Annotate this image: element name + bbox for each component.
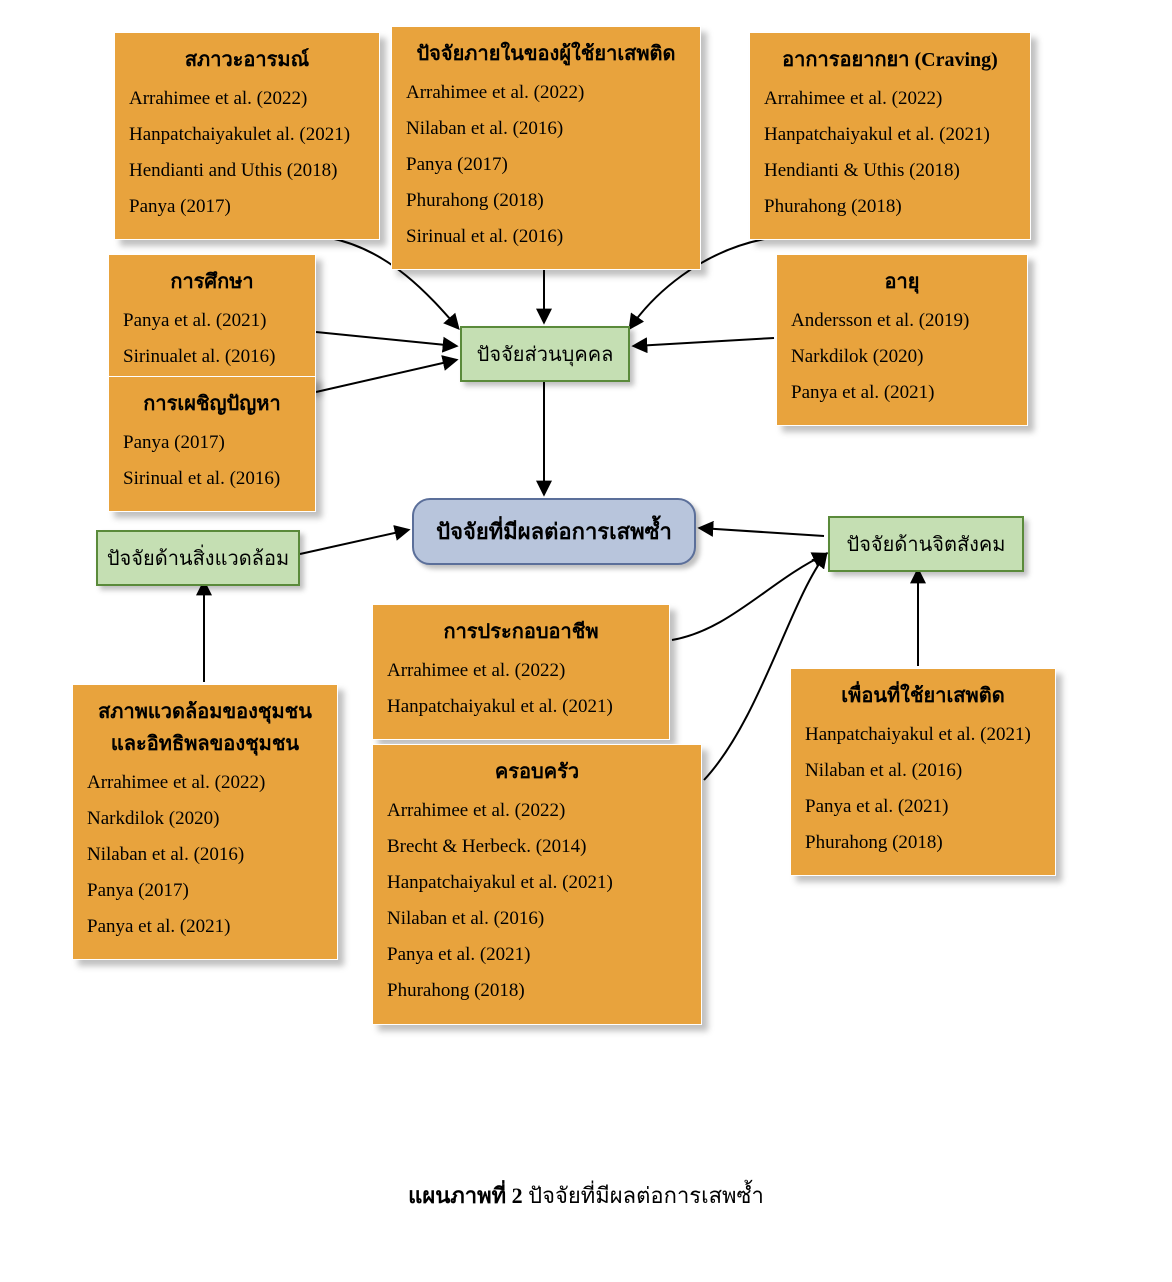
center-label: ปัจจัยที่มีผลต่อการเสพซ้ำ (436, 519, 672, 544)
node-occupation: การประกอบอาชีพ Arrahimee et al. (2022)Han… (372, 604, 670, 740)
hub-personal: ปัจจัยส่วนบุคคล (460, 326, 630, 382)
node-ref: Hanpatchaiyakulet al. (2021) (129, 117, 365, 153)
node-ref: Sirinual et al. (2016) (123, 461, 301, 497)
node-ref: Panya (2017) (406, 147, 686, 183)
node-education: การศึกษา Panya et al. (2021)Sirinualet al… (108, 254, 316, 390)
node-ref: Panya (2017) (129, 189, 365, 225)
node-ref: Panya et al. (2021) (791, 375, 1013, 411)
hub-psychosocial: ปัจจัยด้านจิตสังคม (828, 516, 1024, 572)
node-ref: Hendianti & Uthis (2018) (764, 153, 1016, 189)
node-ref: Arrahimee et al. (2022) (129, 81, 365, 117)
node-title: การเผชิญปัญหา (123, 387, 301, 419)
node-ref: Arrahimee et al. (2022) (387, 793, 687, 829)
node-title: การศึกษา (123, 265, 301, 297)
caption-rest: ปัจจัยที่มีผลต่อการเสพซ้ำ (523, 1183, 764, 1208)
caption-bold: แผนภาพที่ 2 (408, 1183, 522, 1208)
hub-psy-label: ปัจจัยด้านจิตสังคม (847, 534, 1006, 556)
node-ref: Nilaban et al. (2016) (387, 901, 687, 937)
node-ref: Arrahimee et al. (2022) (87, 765, 323, 801)
node-title: สภาพแวดล้อมของชุมชน และอิทธิพลของชุมชน (87, 695, 323, 759)
node-ref: Nilaban et al. (2016) (406, 111, 686, 147)
node-title: ปัจจัยภายในของผู้ใช้ยาเสพติด (406, 37, 686, 69)
node-ref: Nilaban et al. (2016) (805, 753, 1041, 789)
node-ref: Arrahimee et al. (2022) (406, 75, 686, 111)
node-title: เพื่อนที่ใช้ยาเสพติด (805, 679, 1041, 711)
node-ref: Brecht & Herbeck. (2014) (387, 829, 687, 865)
node-community: สภาพแวดล้อมของชุมชน และอิทธิพลของชุมชน Ar… (72, 684, 338, 960)
node-ref: Narkdilok (2020) (791, 339, 1013, 375)
hub-env-label: ปัจจัยด้านสิ่งแวดล้อม (107, 548, 289, 570)
node-ref: Sirinualet al. (2016) (123, 339, 301, 375)
node-ref: Panya (2017) (123, 425, 301, 461)
node-ref: Arrahimee et al. (2022) (764, 81, 1016, 117)
center-node: ปัจจัยที่มีผลต่อการเสพซ้ำ (412, 498, 696, 565)
node-ref: Panya et al. (2021) (123, 303, 301, 339)
node-ref: Panya et al. (2021) (387, 937, 687, 973)
node-internal: ปัจจัยภายในของผู้ใช้ยาเสพติด Arrahimee et… (391, 26, 701, 270)
node-ref: Arrahimee et al. (2022) (387, 653, 655, 689)
node-ref: Phurahong (2018) (764, 189, 1016, 225)
node-title: อาการอยากยา (Craving) (764, 43, 1016, 75)
node-family: ครอบครัว Arrahimee et al. (2022)Brecht & … (372, 744, 702, 1025)
node-ref: Hanpatchaiyakul et al. (2021) (764, 117, 1016, 153)
node-title: สภาวะอารมณ์ (129, 43, 365, 75)
node-ref: Panya (2017) (87, 873, 323, 909)
node-ref: Hanpatchaiyakul et al. (2021) (805, 717, 1041, 753)
node-ref: Hanpatchaiyakul et al. (2021) (387, 689, 655, 725)
node-ref: Sirinual et al. (2016) (406, 219, 686, 255)
figure-caption: แผนภาพที่ 2 ปัจจัยที่มีผลต่อการเสพซ้ำ (0, 1178, 1172, 1213)
node-ref: Phurahong (2018) (387, 973, 687, 1009)
node-friends: เพื่อนที่ใช้ยาเสพติด Hanpatchaiyakul et a… (790, 668, 1056, 876)
node-mood: สภาวะอารมณ์ Arrahimee et al. (2022)Hanpat… (114, 32, 380, 240)
node-craving: อาการอยากยา (Craving) Arrahimee et al. (2… (749, 32, 1031, 240)
node-title: การประกอบอาชีพ (387, 615, 655, 647)
node-title: อายุ (791, 265, 1013, 297)
node-age: อายุ Andersson et al. (2019)Narkdilok (20… (776, 254, 1028, 426)
hub-personal-label: ปัจจัยส่วนบุคคล (477, 344, 614, 366)
node-coping: การเผชิญปัญหา Panya (2017)Sirinual et al.… (108, 376, 316, 512)
hub-env: ปัจจัยด้านสิ่งแวดล้อม (96, 530, 300, 586)
node-ref: Narkdilok (2020) (87, 801, 323, 837)
node-title: ครอบครัว (387, 755, 687, 787)
node-ref: Phurahong (2018) (406, 183, 686, 219)
node-ref: Hendianti and Uthis (2018) (129, 153, 365, 189)
node-ref: Phurahong (2018) (805, 825, 1041, 861)
node-ref: Panya et al. (2021) (87, 909, 323, 945)
node-ref: Hanpatchaiyakul et al. (2021) (387, 865, 687, 901)
node-ref: Nilaban et al. (2016) (87, 837, 323, 873)
node-ref: Panya et al. (2021) (805, 789, 1041, 825)
node-ref: Andersson et al. (2019) (791, 303, 1013, 339)
